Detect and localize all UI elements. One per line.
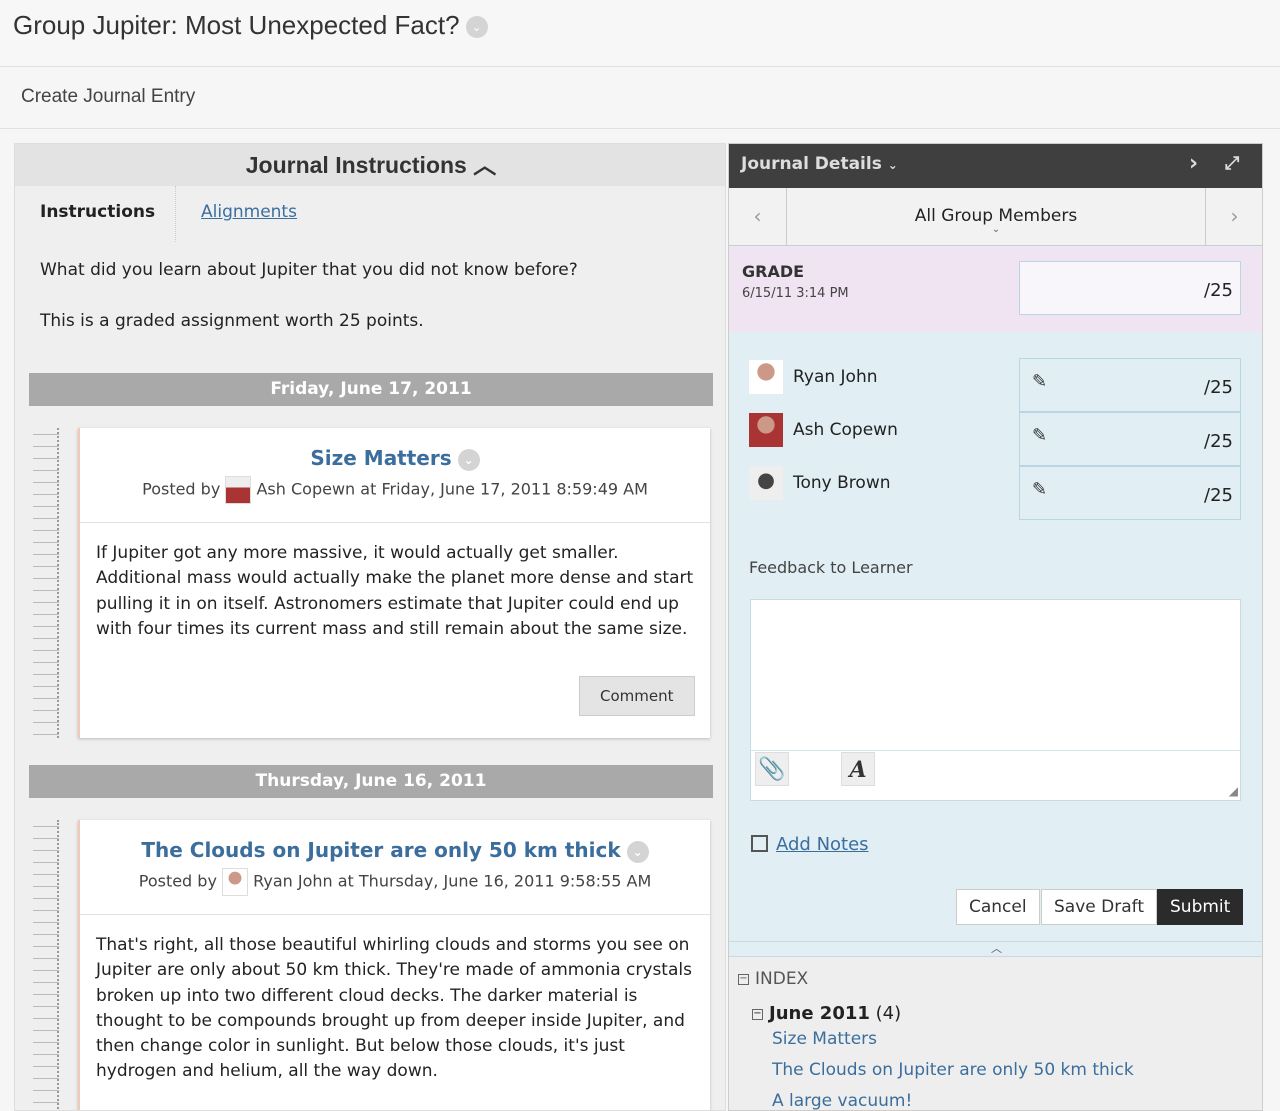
index-section: − INDEX − June 2011 (4) Size Matters The C… xyxy=(729,956,1262,1111)
instructions-toggle[interactable]: Journal Instructions ︿ xyxy=(15,144,725,186)
member-row: Ash Copewn xyxy=(749,413,898,447)
member-dropdown[interactable]: All Group Members ⌄ xyxy=(787,188,1205,245)
member-row: Tony Brown xyxy=(749,466,891,500)
instruction-text: What did you learn about Jupiter that yo… xyxy=(40,260,578,280)
entry-body: That's right, all those beautiful whirli… xyxy=(96,935,692,1082)
journal-entry: Size Matters ⌄ Posted by Ash Copewn at Fr… xyxy=(78,428,710,738)
grade-date: 6/15/11 3:14 PM xyxy=(742,286,849,301)
chevron-down-icon: ⌄ xyxy=(887,158,898,172)
chevron-down-icon[interactable]: ⌄ xyxy=(626,840,649,863)
member-grade-input[interactable]: ✎/25 xyxy=(1019,412,1241,466)
avatar xyxy=(749,413,783,447)
index-link[interactable]: A large vacuum! xyxy=(772,1091,913,1111)
save-draft-button[interactable]: Save Draft xyxy=(1041,889,1157,925)
pencil-icon[interactable]: ✎ xyxy=(1032,479,1048,500)
attach-icon[interactable]: 📎 xyxy=(755,752,789,786)
journal-details-panel: Journal Details ⌄ › ⤢ ‹ All Group Member… xyxy=(728,143,1263,1111)
chevron-down-icon[interactable]: ⌄ xyxy=(457,448,480,471)
avatar xyxy=(222,868,249,896)
member-grade-input[interactable]: ✎/25 xyxy=(1019,358,1241,412)
collapse-icon: − xyxy=(738,972,749,985)
index-link[interactable]: Size Matters xyxy=(772,1029,878,1049)
grade-section: GRADE 6/15/11 3:14 PM /25 xyxy=(729,247,1262,332)
text-format-icon[interactable]: A xyxy=(841,752,875,786)
resize-handle-icon[interactable]: ◢ xyxy=(1228,784,1238,798)
submit-button[interactable]: Submit xyxy=(1157,889,1244,925)
avatar xyxy=(749,360,783,394)
index-link[interactable]: The Clouds on Jupiter are only 50 km thi… xyxy=(772,1060,1134,1080)
cancel-button[interactable]: Cancel xyxy=(956,889,1040,925)
page-header xyxy=(0,0,1280,67)
tab-instructions[interactable]: Instructions xyxy=(40,202,156,222)
chevron-down-icon: ⌄ xyxy=(991,224,1001,235)
expand-icon[interactable]: ⤢ xyxy=(1225,153,1240,174)
chevron-right-icon[interactable]: › xyxy=(1189,151,1199,176)
entry-title[interactable]: Size Matters ⌄ xyxy=(80,446,710,471)
page-title: Group Jupiter: Most Unexpected Fact? ⌄ xyxy=(13,10,488,41)
feedback-label: Feedback to Learner xyxy=(749,558,913,577)
details-dropdown[interactable]: Journal Details ⌄ xyxy=(741,154,898,174)
add-notes-link[interactable]: Add Notes xyxy=(751,834,869,855)
member-selector: ‹ All Group Members ⌄ › xyxy=(729,188,1262,246)
next-member-button[interactable]: › xyxy=(1205,188,1262,245)
divider xyxy=(175,186,176,242)
member-row: Ryan John xyxy=(749,360,878,394)
tab-alignments[interactable]: Alignments xyxy=(201,202,297,222)
avatar xyxy=(749,466,783,500)
feedback-textarea[interactable]: 📎 A ◢ xyxy=(750,599,1241,801)
notebook-spiral xyxy=(33,820,59,1110)
collapse-chevron-up-icon[interactable]: ︿ xyxy=(729,941,1262,956)
date-header: Thursday, June 16, 2011 xyxy=(29,765,713,798)
grade-label: GRADE xyxy=(742,262,805,281)
prev-member-button[interactable]: ‹ xyxy=(729,188,787,245)
month-toggle[interactable]: − June 2011 (4) xyxy=(752,1003,902,1024)
date-header: Friday, June 17, 2011 xyxy=(29,373,713,406)
collapse-icon: − xyxy=(752,1007,763,1020)
avatar xyxy=(225,476,252,504)
pencil-icon[interactable]: ✎ xyxy=(1032,371,1048,392)
subheader xyxy=(0,68,1280,129)
page-subtitle: Create Journal Entry xyxy=(21,86,196,107)
journal-entry: The Clouds on Jupiter are only 50 km thi… xyxy=(78,820,710,1110)
notes-icon xyxy=(751,835,768,852)
comment-button[interactable]: Comment xyxy=(579,676,695,716)
entry-meta: Posted by Ryan John at Thursday, June 16… xyxy=(80,868,710,896)
details-header: Journal Details ⌄ › ⤢ xyxy=(729,144,1262,188)
grade-input[interactable]: /25 xyxy=(1019,261,1241,315)
index-toggle[interactable]: − INDEX xyxy=(738,969,809,989)
member-grade-input[interactable]: ✎/25 xyxy=(1019,466,1241,520)
journal-panel: Journal Instructions ︿ Instructions Alig… xyxy=(14,143,726,1111)
divider xyxy=(751,750,1240,751)
entry-body: If Jupiter got any more massive, it woul… xyxy=(96,543,694,639)
divider xyxy=(80,914,710,915)
divider xyxy=(80,522,710,523)
entry-meta: Posted by Ash Copewn at Friday, June 17,… xyxy=(80,476,710,504)
notebook-spiral xyxy=(33,428,59,738)
entry-title[interactable]: The Clouds on Jupiter are only 50 km thi… xyxy=(80,838,710,863)
chevron-up-icon: ︿ xyxy=(473,152,497,178)
pencil-icon[interactable]: ✎ xyxy=(1032,425,1048,446)
instruction-text: This is a graded assignment worth 25 poi… xyxy=(40,311,424,331)
chevron-down-icon[interactable]: ⌄ xyxy=(465,16,488,39)
